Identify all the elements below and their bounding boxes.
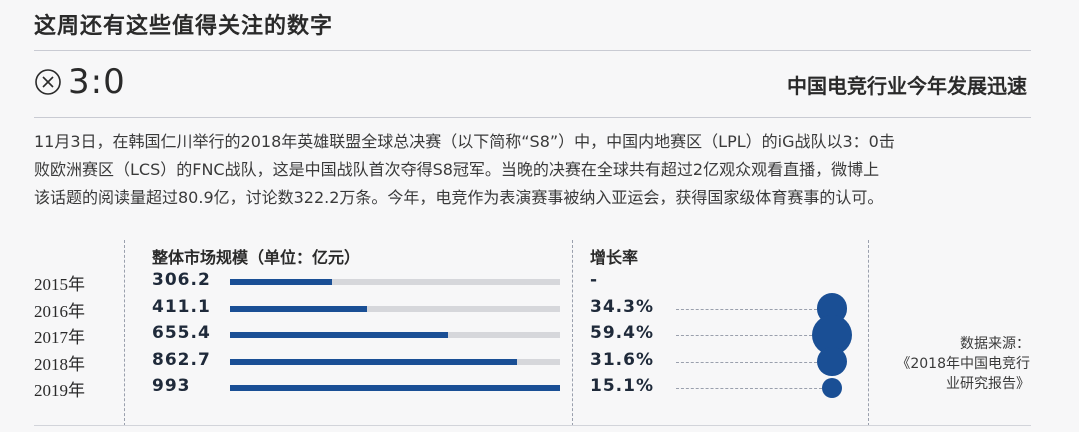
article-paragraph: 11月3日，在韩国仁川举行的2018年英雄联盟全球总决赛（以下简称“S8”）中，…: [34, 128, 1034, 212]
market-size-header: 整体市场规模（单位：亿元）: [152, 248, 361, 267]
growth-leader-line: [676, 388, 822, 389]
market-bar: [230, 305, 367, 312]
growth-rate-label: 15.1%: [590, 376, 654, 396]
year-label: 2019年: [34, 381, 85, 400]
growth-rate-label: -: [590, 270, 599, 290]
chart-row: 2018年 862.7 31.6%: [0, 346, 1079, 377]
bar-track: [230, 385, 560, 391]
data-source: 数据来源： 《2018年中国电竞行 业研究报告》: [880, 334, 1030, 394]
bar-track: [230, 358, 560, 365]
market-bar: [230, 279, 332, 285]
article-line-1: 11月3日，在韩国仁川举行的2018年英雄联盟全球总决赛（以下简称“S8”）中，…: [34, 132, 895, 151]
growth-leader-line: [676, 361, 818, 363]
x-circle-icon: [35, 69, 61, 95]
divider-middle: [34, 117, 1031, 118]
growth-leader-line: [676, 308, 817, 310]
article-line-3: 该话题的阅读量超过80.9亿，讨论数322.2万条。今年，电竞作为表演赛事被纳入…: [34, 188, 884, 207]
year-label: 2018年: [34, 354, 85, 374]
highlight-subtitle: 中国电竞行业今年发展迅速: [787, 74, 1027, 98]
growth-rate-label: 34.3%: [590, 296, 654, 317]
article-line-2: 败欧洲赛区（LCS）的FNC战队，这是中国战队首次夺得S8冠军。当晚的决赛在全球…: [34, 160, 880, 179]
source-title-1: 《2018年中国电竞行: [896, 356, 1030, 372]
market-value-label: 862.7: [152, 349, 211, 370]
chart-row: 2017年 655.4 59.4%: [0, 315, 1079, 355]
divider-bottom: [34, 425, 1031, 426]
bar-track: [230, 305, 560, 312]
bar-track: [230, 332, 560, 338]
growth-bubble: [817, 346, 847, 377]
chart-divider-left: [124, 240, 125, 426]
section-title: 这周还有这些值得关注的数字: [34, 14, 334, 39]
year-label: 2015年: [34, 275, 85, 294]
chart-row: 2015年 306.2 -: [0, 270, 1079, 294]
chart-divider-middle: [572, 240, 573, 426]
market-bar: [230, 385, 560, 391]
bar-track: [230, 279, 560, 285]
market-value-label: 411.1: [152, 296, 211, 317]
chart-divider-right: [868, 240, 869, 426]
source-label: 数据来源：: [960, 336, 1030, 352]
growth-rate-header: 增长率: [590, 248, 639, 267]
market-value-label: 993: [152, 376, 191, 396]
market-value-label: 655.4: [152, 323, 211, 343]
year-label: 2017年: [34, 328, 85, 347]
market-value-label: 306.2: [152, 270, 211, 290]
divider-top: [34, 50, 1031, 51]
growth-bubble: [821, 377, 843, 399]
market-bar: [230, 332, 448, 338]
growth-rate-label: 59.4%: [590, 323, 654, 343]
match-score: 3:0: [68, 62, 126, 102]
year-label: 2016年: [34, 301, 85, 321]
chart-row: 2016年 411.1 34.3%: [0, 293, 1079, 324]
source-title-2: 业研究报告》: [946, 376, 1030, 392]
market-bar: [230, 358, 517, 365]
chart-row: 2019年 993 15.1%: [0, 376, 1079, 400]
growth-rate-label: 31.6%: [590, 349, 654, 370]
growth-leader-line: [676, 335, 812, 336]
